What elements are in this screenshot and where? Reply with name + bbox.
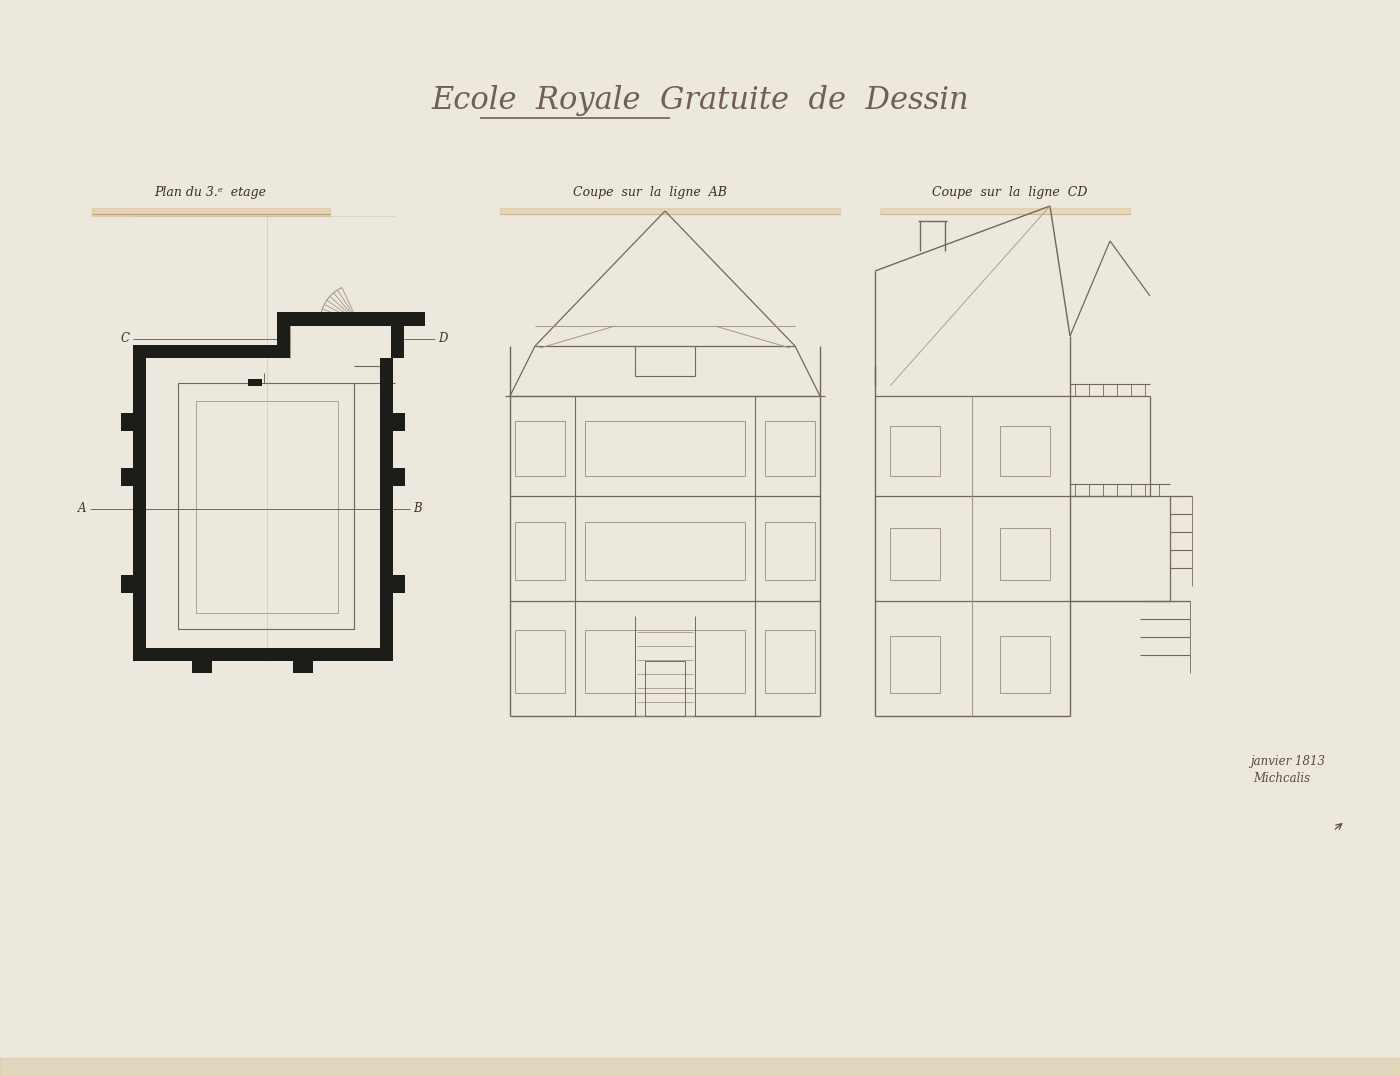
Bar: [1000, 527, 1050, 580]
Bar: [133, 345, 146, 370]
Text: B: B: [413, 502, 421, 515]
Bar: [764, 421, 815, 476]
Text: Plan du 3.ᵉ  etage: Plan du 3.ᵉ etage: [154, 186, 266, 199]
Bar: [277, 315, 290, 358]
Bar: [120, 413, 133, 431]
Bar: [196, 401, 337, 613]
Bar: [645, 661, 685, 716]
Text: Michcalis: Michcalis: [1253, 773, 1310, 785]
Bar: [890, 527, 939, 580]
Bar: [515, 522, 566, 580]
Bar: [1000, 636, 1050, 693]
Text: Coupe  sur  la  ligne  CD: Coupe sur la ligne CD: [932, 186, 1088, 199]
Bar: [585, 629, 745, 693]
Bar: [379, 358, 393, 661]
Bar: [248, 379, 262, 386]
Text: janvier 1813: janvier 1813: [1250, 754, 1324, 767]
Bar: [293, 661, 314, 672]
Text: D: D: [438, 332, 448, 345]
Bar: [890, 426, 939, 476]
Bar: [120, 468, 133, 486]
Bar: [244, 373, 265, 383]
Bar: [120, 575, 133, 593]
Bar: [133, 648, 393, 661]
Bar: [890, 636, 939, 693]
Bar: [391, 315, 405, 358]
Bar: [764, 522, 815, 580]
Bar: [277, 345, 290, 358]
Bar: [515, 629, 566, 693]
Bar: [133, 358, 146, 661]
Bar: [192, 661, 211, 672]
Text: Ecole  Royale  Gratuite  de  Dessin: Ecole Royale Gratuite de Dessin: [431, 85, 969, 116]
Text: Coupe  sur  la  ligne  AB: Coupe sur la ligne AB: [573, 186, 727, 199]
Text: A: A: [77, 502, 85, 515]
Bar: [393, 575, 405, 593]
Bar: [393, 413, 405, 431]
Bar: [178, 383, 354, 629]
Bar: [764, 629, 815, 693]
Bar: [277, 312, 426, 326]
Bar: [393, 468, 405, 486]
Bar: [1000, 426, 1050, 476]
Bar: [585, 421, 745, 476]
Text: C: C: [120, 332, 130, 345]
Bar: [585, 522, 745, 580]
Bar: [515, 421, 566, 476]
Bar: [133, 345, 279, 358]
